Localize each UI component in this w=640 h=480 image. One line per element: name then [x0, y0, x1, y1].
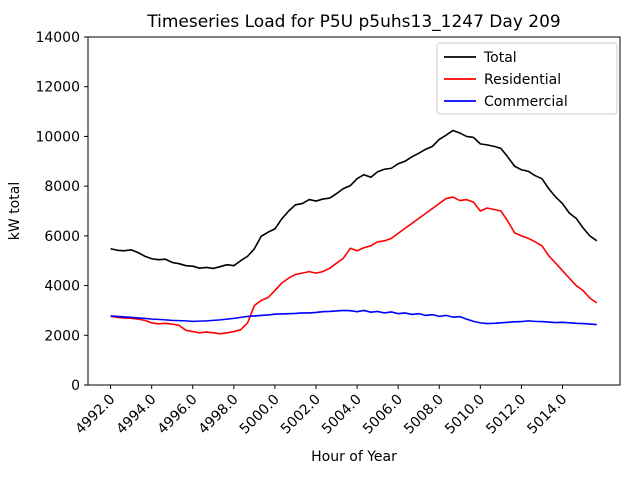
x-tick-label: 4996.0: [155, 392, 201, 438]
x-tick-label: 5002.0: [278, 392, 324, 438]
x-tick-label: 4994.0: [114, 392, 160, 438]
y-tick-label: 4000: [44, 279, 80, 295]
legend-label-total: Total: [483, 50, 517, 66]
x-tick-label: 5012.0: [483, 392, 529, 438]
y-tick-label: 12000: [35, 80, 80, 96]
plot-lines: [110, 129, 598, 335]
x-axis-label: Hour of Year: [311, 449, 397, 465]
series-line-total: [110, 129, 598, 270]
y-tick-label: 8000: [44, 179, 80, 195]
legend: Total Residential Commercial: [436, 42, 618, 115]
y-tick-label: 2000: [44, 328, 80, 344]
y-axis-label: kW total: [7, 182, 23, 240]
x-tick-label: 5000.0: [237, 392, 283, 438]
legend-label-commercial: Commercial: [484, 94, 568, 110]
x-tick-label: 5008.0: [401, 392, 447, 438]
legend-label-residential: Residential: [484, 72, 561, 88]
x-tick-label: 5010.0: [442, 392, 488, 438]
chart-title: Timeseries Load for P5U p5uhs13_1247 Day…: [146, 12, 560, 32]
y-tick-label: 14000: [35, 30, 80, 46]
series-line-commercial: [110, 309, 597, 326]
y-tick-label: 6000: [44, 229, 80, 245]
x-tick-label: 5004.0: [319, 392, 365, 438]
axes-frame: [87, 36, 621, 386]
y-tick-label: 10000: [35, 129, 80, 145]
x-tick-label: 4998.0: [196, 392, 242, 438]
x-tick-label: 4992.0: [72, 392, 118, 438]
legend-frame: [436, 42, 618, 115]
x-tick-label: 5006.0: [360, 392, 406, 438]
series-line-residential: [110, 196, 598, 335]
x-tick-label: 5014.0: [524, 392, 570, 438]
y-tick-label: 0: [71, 378, 80, 394]
